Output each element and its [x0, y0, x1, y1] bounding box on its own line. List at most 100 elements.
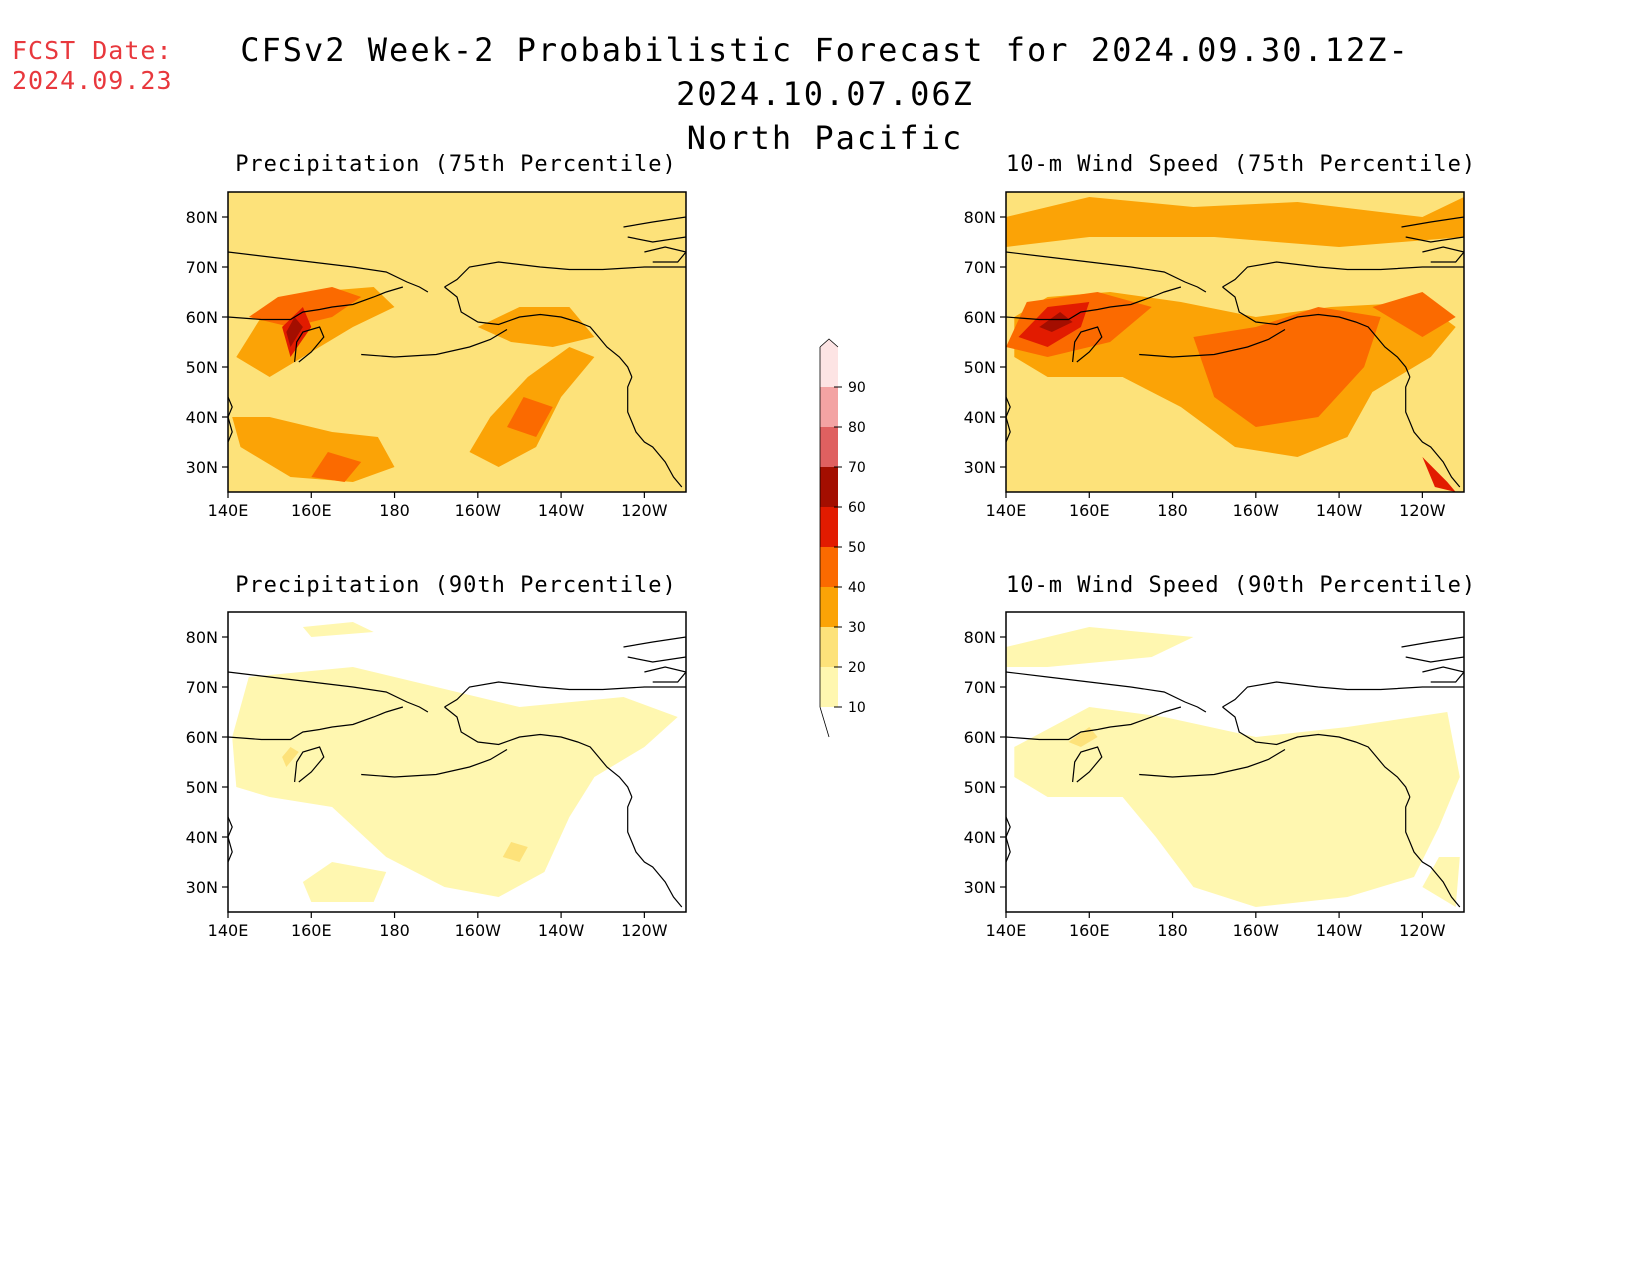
colorbar-swatch — [820, 587, 838, 627]
coastline — [1006, 251, 1207, 293]
lat-tick-label: 60N — [964, 308, 996, 327]
coastline — [1401, 636, 1464, 663]
coastline — [1422, 666, 1464, 683]
probability-contour — [232, 667, 678, 897]
lat-tick-label: 30N — [964, 458, 996, 477]
coastline — [1072, 746, 1103, 783]
colorbar-label: 70 — [848, 460, 866, 476]
coastline — [1006, 816, 1011, 863]
coastline — [294, 746, 325, 783]
lat-tick-label: 30N — [964, 878, 996, 897]
panel-title-precip-90: Precipitation (90th Percentile) — [235, 573, 677, 598]
probability-contour — [1014, 707, 1460, 907]
coastline — [1405, 376, 1461, 488]
lat-tick-label: 60N — [186, 308, 218, 327]
lon-tick-label: 120W — [1399, 921, 1446, 940]
lon-tick-label: 140E — [986, 921, 1027, 940]
probability-contour — [286, 317, 303, 347]
lat-tick-label: 80N — [186, 628, 218, 647]
probability-contour — [1006, 627, 1194, 667]
lon-tick-label: 180 — [379, 501, 410, 520]
coastline — [1139, 748, 1286, 778]
map-panel-precip-90: 80N 70N 60N 50N 40N 30N 140E 160E 180 160W 140W 120… — [186, 611, 687, 940]
lat-tick-label: 70N — [964, 258, 996, 277]
probability-field — [228, 192, 686, 492]
lon-tick-label: 180 — [379, 921, 410, 940]
coastline — [1222, 286, 1411, 378]
probability-contour — [507, 397, 553, 437]
fcst-date: 2024.09.23 — [12, 66, 173, 95]
lat-tick-label: 40N — [186, 408, 218, 427]
colorbar-swatch — [820, 667, 838, 707]
colorbar-label: 40 — [848, 580, 866, 596]
lat-tick-label: 70N — [186, 258, 218, 277]
lon-tick-label: 140W — [1316, 501, 1363, 520]
coastline — [444, 681, 686, 708]
probability-contour — [1006, 197, 1464, 247]
lon-tick-label: 120W — [621, 921, 668, 940]
coastline — [623, 636, 686, 663]
lat-tick-label: 70N — [964, 678, 996, 697]
lon-tick-label: 160E — [1069, 921, 1110, 940]
map-panel-precip-75: 80N 70N 60N 50N 40N 30N 140E 160E 180 160W 140W 120… — [186, 191, 687, 520]
coastline — [1006, 286, 1182, 321]
map-frame — [227, 191, 687, 493]
coastline — [1405, 796, 1461, 908]
colorbar-swatch — [820, 507, 838, 547]
colorbar: 10 20 30 40 50 60 70 80 90 — [819, 338, 866, 738]
coastline — [228, 816, 233, 863]
colorbar-label: 80 — [848, 420, 866, 436]
colorbar-label: 90 — [848, 380, 866, 396]
coastline — [228, 671, 429, 713]
lon-tick-label: 140E — [986, 501, 1027, 520]
lon-tick-label: 160E — [1069, 501, 1110, 520]
probability-contour — [302, 862, 387, 902]
colorbar-swatch — [820, 547, 838, 587]
lon-tick-label: 140E — [208, 921, 249, 940]
probability-field — [228, 612, 686, 912]
coastline — [1222, 706, 1411, 798]
colorbar-label: 20 — [848, 660, 866, 676]
probability-contour — [282, 747, 299, 767]
probability-contour — [1422, 457, 1456, 492]
lat-tick-label: 50N — [186, 358, 218, 377]
coastline — [1139, 328, 1286, 358]
probability-field — [1006, 612, 1464, 912]
coastline — [1422, 246, 1464, 263]
lat-tick-label: 60N — [186, 728, 218, 747]
panel-title-wind-90: 10-m Wind Speed (90th Percentile) — [1006, 573, 1477, 598]
lat-tick-label: 40N — [964, 408, 996, 427]
lat-tick-label: 60N — [964, 728, 996, 747]
coastline — [361, 748, 508, 778]
lat-tick-label: 80N — [964, 628, 996, 647]
coastline — [228, 286, 404, 321]
map-frame — [1005, 611, 1465, 913]
colorbar-top-cap — [819, 338, 839, 348]
probability-contour — [228, 192, 686, 492]
map-frame — [1005, 191, 1465, 493]
colorbar-label: 50 — [848, 540, 866, 556]
page-subtitle: North Pacific — [686, 119, 964, 157]
probability-contour — [1372, 292, 1456, 337]
probability-contour — [248, 287, 362, 327]
lon-tick-label: 180 — [1157, 921, 1188, 940]
coastline — [627, 796, 683, 908]
probability-contour — [1039, 312, 1073, 332]
coastline — [444, 706, 633, 798]
colorbar-bottom-cap — [819, 706, 830, 738]
probability-contour — [1068, 727, 1098, 747]
coastline — [1401, 216, 1464, 243]
colorbar-swatch — [820, 347, 838, 387]
probability-contour — [302, 622, 374, 637]
probability-contour — [502, 842, 528, 862]
lat-tick-label: 30N — [186, 458, 218, 477]
coastline — [444, 286, 633, 378]
probability-contour — [311, 452, 362, 482]
coastline — [444, 261, 686, 288]
lat-tick-label: 30N — [186, 878, 218, 897]
colorbar-swatch — [820, 467, 838, 507]
coastline — [644, 666, 686, 683]
colorbar-label: 30 — [848, 620, 866, 636]
map-panel-wind-75: 80N 70N 60N 50N 40N 30N 140E 160E 180 160W 140W 120… — [964, 191, 1465, 520]
lat-tick-label: 80N — [186, 208, 218, 227]
